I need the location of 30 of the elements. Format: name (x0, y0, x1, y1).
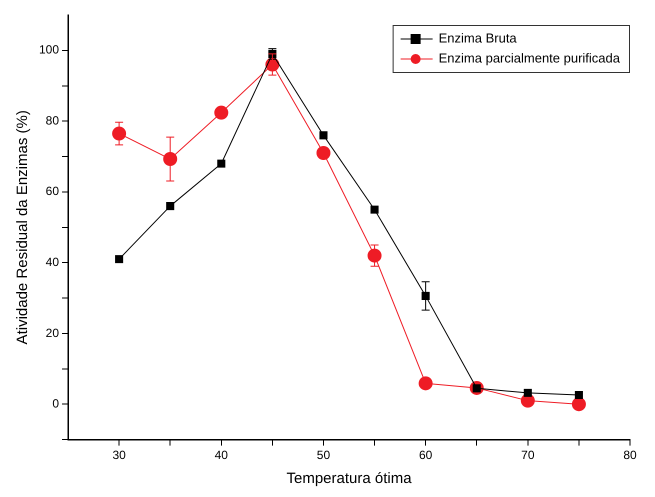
y-axis-title: Atividade Residual da Enzimas (%) (14, 110, 32, 344)
point (115, 255, 124, 264)
x-tick-label: 40 (214, 448, 228, 462)
x-tick-label: 30 (112, 448, 126, 462)
point (217, 160, 226, 168)
y-tick-label: 20 (46, 326, 60, 340)
point (163, 152, 178, 166)
point (214, 106, 228, 120)
y-tick-label: 40 (46, 254, 60, 269)
point (112, 126, 126, 141)
point (418, 376, 433, 390)
x-tick-label: 60 (418, 448, 433, 462)
x-tick-label: 80 (623, 448, 637, 462)
point (166, 202, 174, 210)
point (574, 390, 583, 400)
legend-label: Enzima Bruta (438, 30, 518, 46)
point (316, 146, 330, 160)
y-tick-label: 0 (52, 396, 60, 411)
x-axis-title: Temperatura ótima (286, 470, 412, 488)
y-tick-label: 60 (46, 184, 60, 198)
y-tick-label: 80 (46, 113, 60, 128)
point (319, 131, 328, 140)
point (368, 248, 382, 263)
point (572, 397, 586, 412)
point (370, 206, 379, 214)
legend-label: Enzima parcialmente purificada (438, 50, 621, 66)
x-tick-label: 50 (316, 448, 330, 462)
y-tick-label: 100 (38, 42, 60, 57)
x-tick-label: 70 (521, 448, 535, 462)
point (524, 388, 532, 397)
